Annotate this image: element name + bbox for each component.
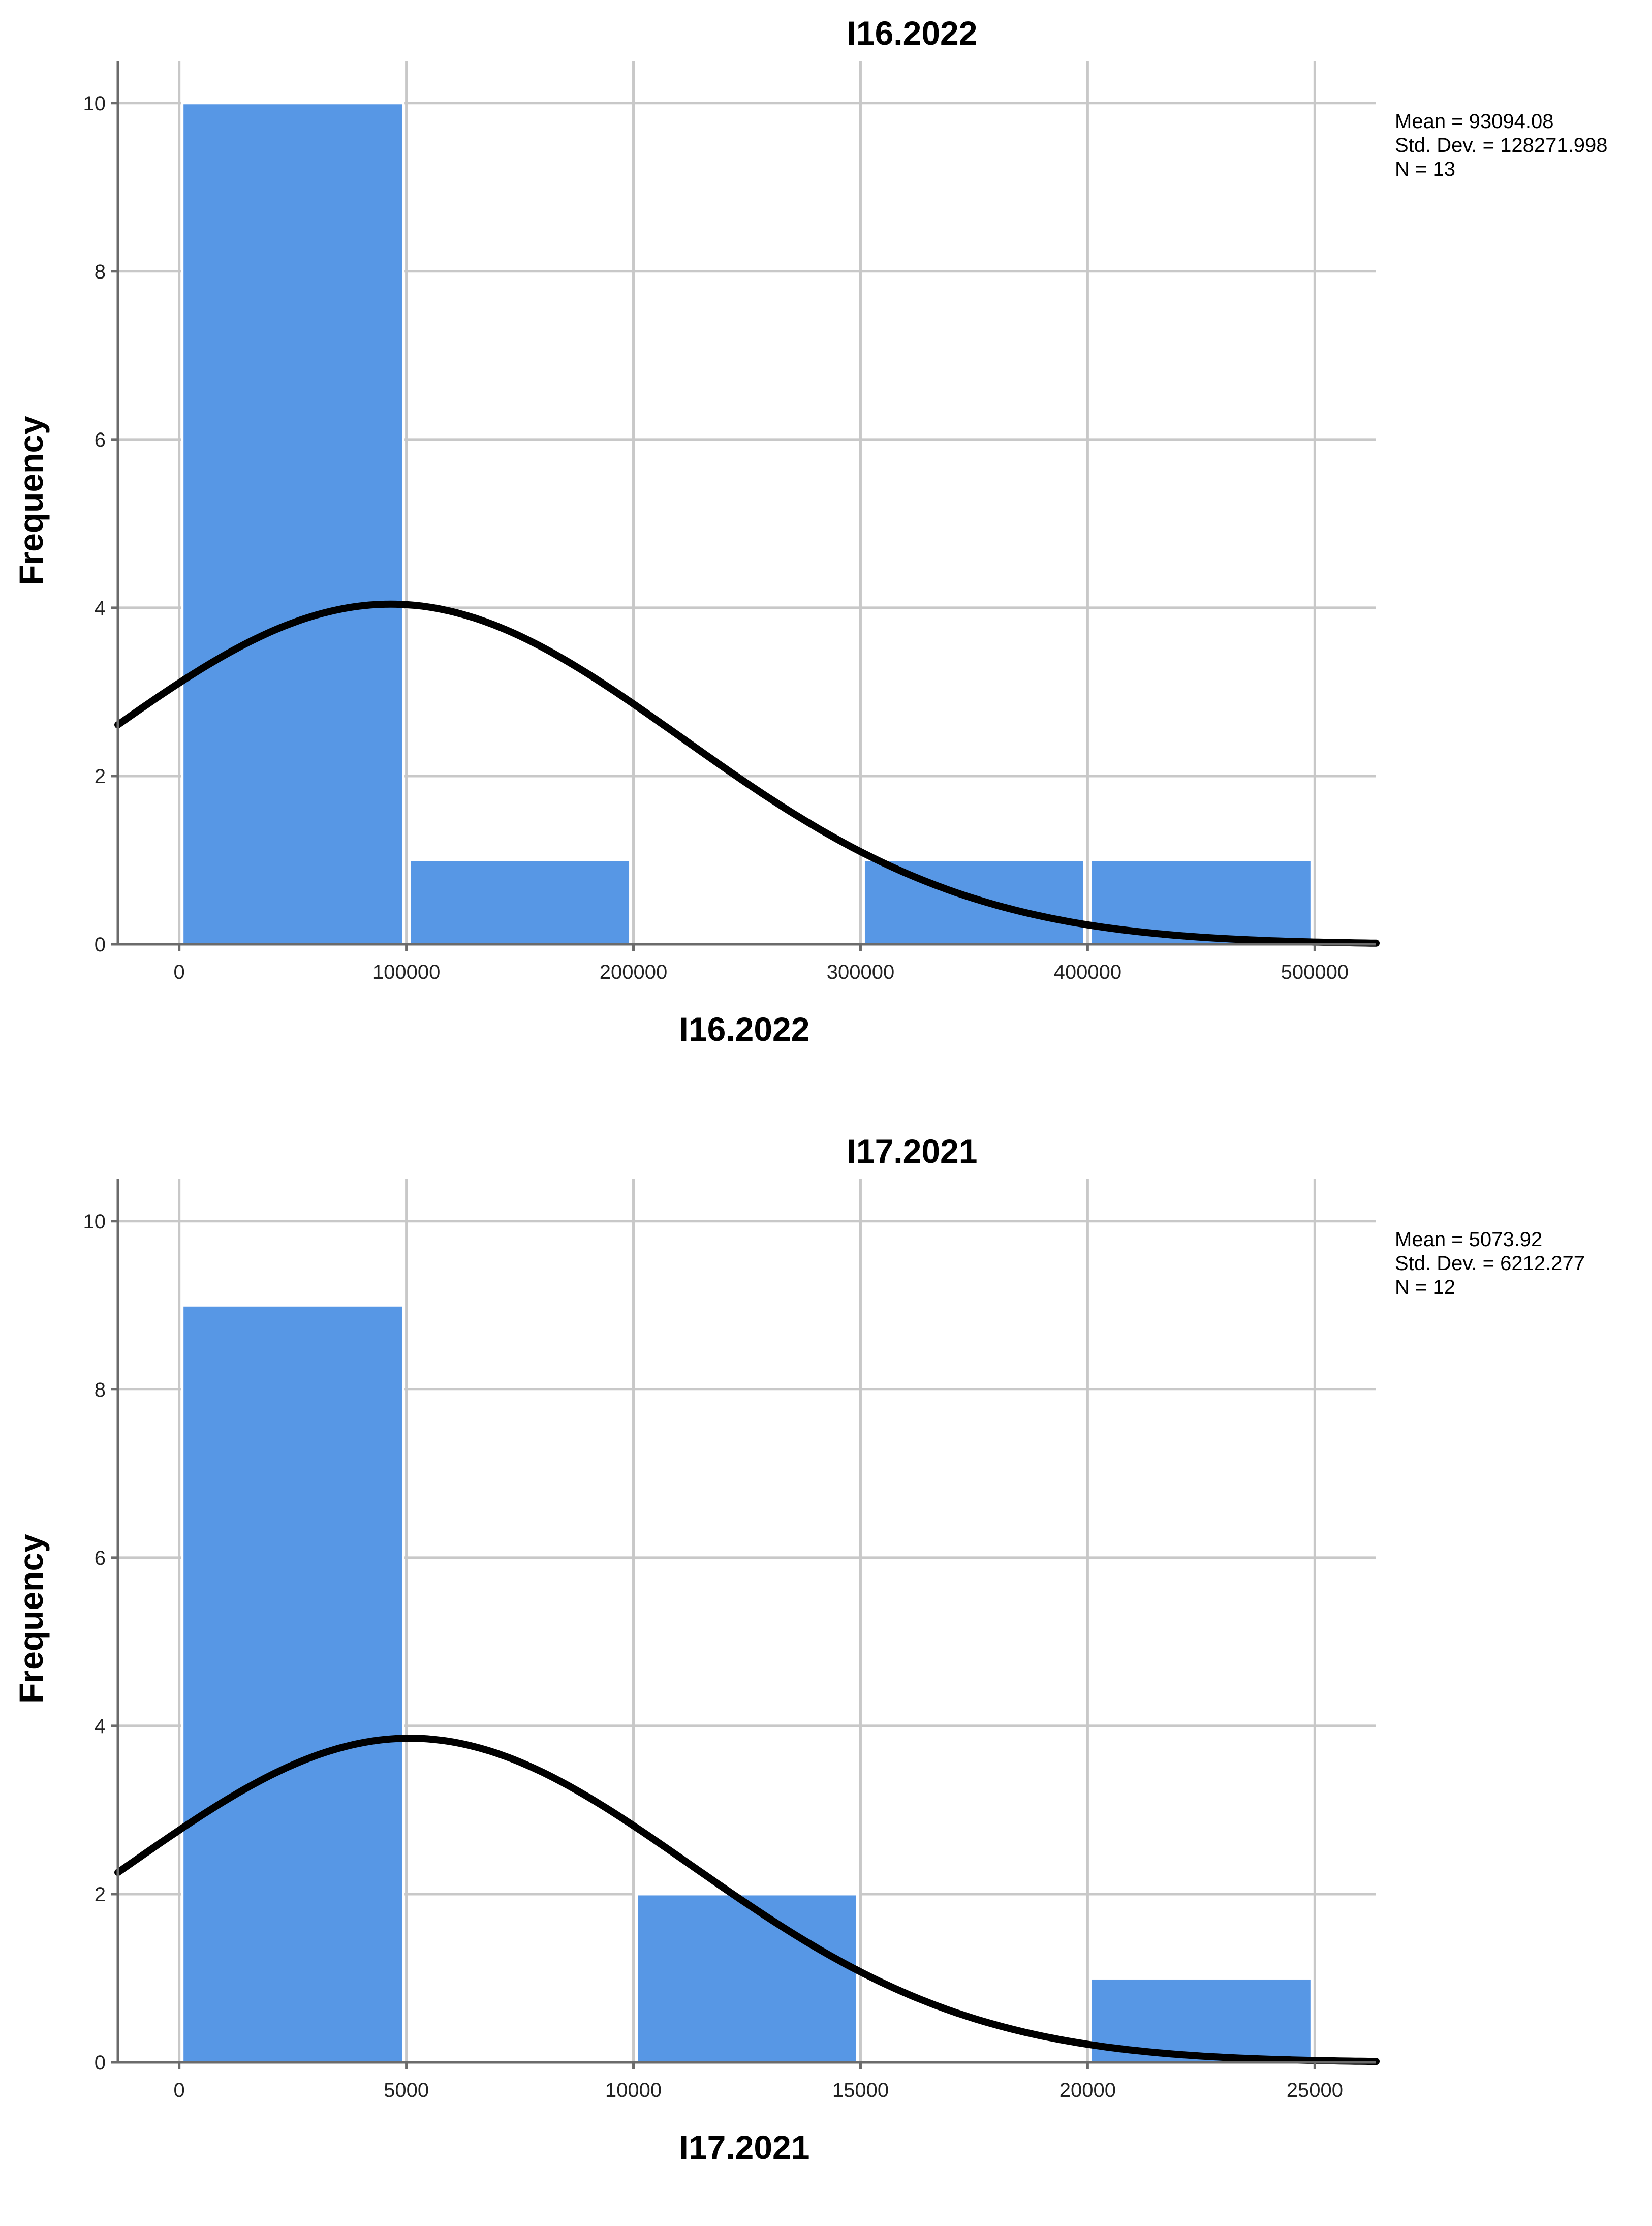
x-tick-label: 400000 <box>1054 961 1121 983</box>
x-tick-label: 300000 <box>827 961 894 983</box>
histogram-bar <box>181 1304 405 2064</box>
histogram-chart-i17-2021: I17.2021 0 2 4 6 8 10 0 5000 10000 15000 20000 250… <box>12 1132 1585 2166</box>
stats-line: Std. Dev. = 128271.998 <box>1395 134 1607 157</box>
stats-line: N = 12 <box>1395 1276 1455 1298</box>
histogram-chart-i16-2022: I16.2022 0 2 4 6 8 10 0 100000 200000 300000 4000… <box>12 14 1607 1048</box>
x-axis-label: I16.2022 <box>679 1010 810 1048</box>
y-axis-label: Frequency <box>12 1534 50 1704</box>
histogram-bar <box>408 858 632 946</box>
x-tick-label: 0 <box>174 2079 185 2101</box>
y-tick-label: 6 <box>95 429 106 451</box>
chart-title: I17.2021 <box>847 1132 978 1170</box>
x-tick-label: 100000 <box>372 961 440 983</box>
y-tick-label: 10 <box>83 1211 106 1233</box>
x-tick-label: 10000 <box>605 2079 662 2101</box>
y-tick-label: 4 <box>95 1715 106 1738</box>
y-tick-label: 8 <box>95 1379 106 1401</box>
stats-line: Mean = 93094.08 <box>1395 110 1553 133</box>
x-tick-label: 5000 <box>384 2079 429 2101</box>
y-tick-label: 4 <box>95 597 106 620</box>
histogram-bar <box>181 102 405 946</box>
stats-line: Mean = 5073.92 <box>1395 1228 1542 1251</box>
x-tick-label: 200000 <box>600 961 667 983</box>
stats-line: Std. Dev. = 6212.277 <box>1395 1252 1585 1275</box>
y-tick-label: 6 <box>95 1547 106 1569</box>
histogram-bar <box>635 1893 859 2064</box>
x-axis-label: I17.2021 <box>679 2128 810 2166</box>
y-tick-label: 0 <box>95 2052 106 2074</box>
normal-curve <box>114 1735 1380 2065</box>
normal-curve <box>114 600 1380 947</box>
y-tick-label: 2 <box>95 765 106 788</box>
x-tick-label: 20000 <box>1059 2079 1116 2101</box>
x-tick-label: 500000 <box>1281 961 1349 983</box>
y-axis-label: Frequency <box>12 416 50 585</box>
y-tick-label: 0 <box>95 934 106 956</box>
y-tick-label: 8 <box>95 261 106 283</box>
x-tick-label: 25000 <box>1287 2079 1343 2101</box>
x-tick-label: 0 <box>174 961 185 983</box>
stats-line: N = 13 <box>1395 158 1455 180</box>
y-tick-label: 10 <box>83 92 106 115</box>
y-tick-label: 2 <box>95 1883 106 1906</box>
chart-title: I16.2022 <box>847 14 978 52</box>
x-tick-label: 15000 <box>832 2079 889 2101</box>
